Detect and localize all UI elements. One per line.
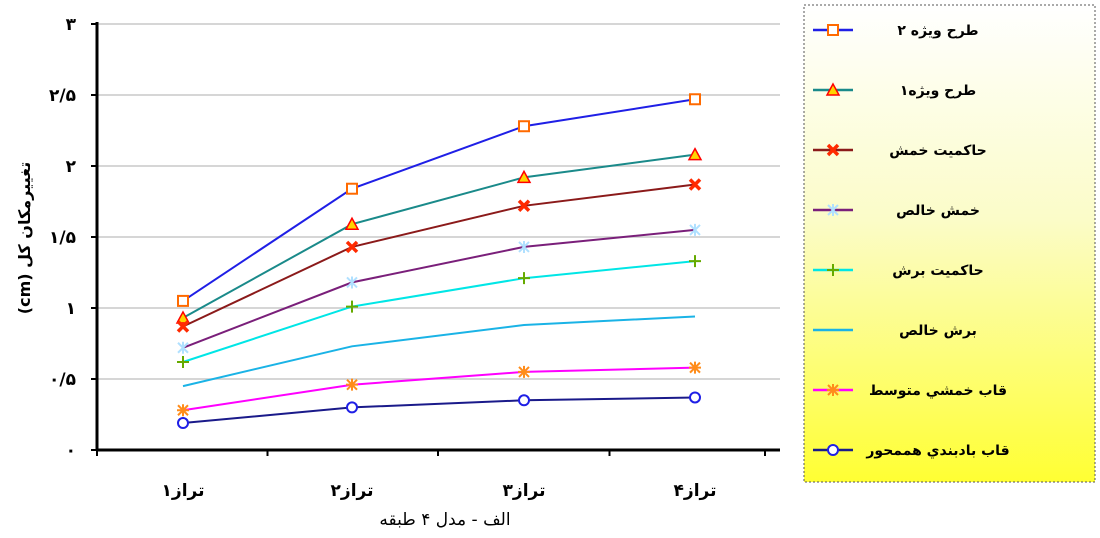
marker-x <box>176 320 190 333</box>
marker-plus <box>518 272 530 285</box>
y-tick-label: ۳ <box>66 15 77 35</box>
marker-triangle <box>825 82 841 96</box>
y-tick-label: ۱/۵ <box>49 228 76 248</box>
marker-circle <box>689 391 701 404</box>
series-line <box>182 260 696 363</box>
series-4 <box>177 223 701 354</box>
legend-item: برش خالص <box>813 323 977 339</box>
marker-square <box>346 182 358 195</box>
marker-star <box>518 240 530 253</box>
series-1 <box>177 93 701 307</box>
series-layer <box>175 93 703 430</box>
y-axis-title: تغییرمکان کل (cm) <box>15 162 34 314</box>
marker-x <box>826 143 840 157</box>
marker-square <box>177 294 189 307</box>
marker-asterisk <box>518 365 530 378</box>
marker-triangle <box>344 216 360 230</box>
legend-label: حاکمیت خمش <box>889 143 987 159</box>
series-line <box>182 396 696 424</box>
legend-item: خمش خالص <box>813 203 980 219</box>
marker-circle <box>827 444 839 456</box>
series-6 <box>182 315 696 388</box>
series-5 <box>177 255 701 368</box>
marker-plus <box>827 264 839 276</box>
legend-label: حاکمیت برش <box>892 263 984 279</box>
series-line <box>182 98 696 302</box>
series-3 <box>176 178 702 333</box>
legend-item: طرح ویژه ۲ <box>813 23 979 39</box>
legend-box <box>803 4 1096 483</box>
y-tick-label: ۲/۵ <box>49 86 76 106</box>
series-2 <box>175 147 703 324</box>
x-tick-labels: تراز۱ تراز۲ تراز۳ تراز۴ <box>162 481 717 501</box>
marker-x <box>345 240 359 254</box>
series-line <box>182 366 696 412</box>
series-line <box>182 183 696 328</box>
y-tick-label: ۰/۵ <box>49 370 76 390</box>
legend: طرح ویژه ۲ طرح ویژه۱ حاکمیت خمش خمش خالص حاک… <box>803 4 1096 483</box>
marker-circle <box>346 401 358 414</box>
marker-triangle <box>687 147 703 161</box>
marker-star <box>177 341 189 354</box>
legend-item: حاکمیت برش <box>813 263 984 279</box>
marker-star <box>346 276 358 289</box>
marker-triangle <box>175 310 191 324</box>
marker-asterisk <box>177 404 189 417</box>
marker-x <box>688 178 702 191</box>
legend-label: خمش خالص <box>896 203 980 219</box>
marker-square <box>689 93 701 106</box>
y-tick-labels: ۰ ۰/۵ ۱ ۱/۵ ۲ ۲/۵ ۳ <box>49 15 77 461</box>
marker-plus <box>689 255 701 268</box>
legend-item: حاکمیت خمش <box>813 143 987 159</box>
x-tick-label: تراز۲ <box>331 481 374 501</box>
legend-item: قاب بادبندي هممحور <box>813 443 1010 460</box>
x-tick-label: تراز۴ <box>674 481 717 501</box>
series-line <box>182 228 696 349</box>
marker-plus <box>177 355 189 368</box>
series-line <box>182 153 696 319</box>
series-line <box>182 315 696 388</box>
series-8 <box>177 391 701 430</box>
marker-star <box>689 223 701 236</box>
marker-star <box>827 204 839 216</box>
marker-square <box>518 120 530 133</box>
marker-x <box>517 199 531 212</box>
marker-triangle <box>516 169 532 184</box>
marker-circle <box>518 394 530 407</box>
marker-asterisk <box>827 384 839 396</box>
marker-asterisk <box>346 378 358 391</box>
chart-caption: الف - مدل ۴ طبقه <box>379 510 510 530</box>
legend-label: طرح ویژه۱ <box>900 83 976 99</box>
y-tick-label: ۰ <box>66 441 76 461</box>
gridlines <box>97 23 780 380</box>
x-tick-label: تراز۳ <box>503 481 546 501</box>
legend-label: قاب خمشي متوسط <box>869 383 1007 399</box>
legend-label: قاب بادبندي هممحور <box>865 443 1009 460</box>
legend-item: طرح ویژه۱ <box>813 82 976 99</box>
marker-square <box>827 24 839 36</box>
y-tick-label: ۲ <box>66 157 77 177</box>
y-tick-label: ۱ <box>66 299 76 319</box>
marker-asterisk <box>689 361 701 374</box>
x-tick-label: تراز۱ <box>162 481 205 501</box>
legend-item: قاب خمشي متوسط <box>813 383 1007 399</box>
legend-label: طرح ویژه ۲ <box>897 23 978 39</box>
series-7 <box>177 361 701 417</box>
axes <box>91 22 780 456</box>
legend-label: برش خالص <box>899 323 977 339</box>
marker-circle <box>177 417 189 430</box>
marker-plus <box>346 300 358 313</box>
